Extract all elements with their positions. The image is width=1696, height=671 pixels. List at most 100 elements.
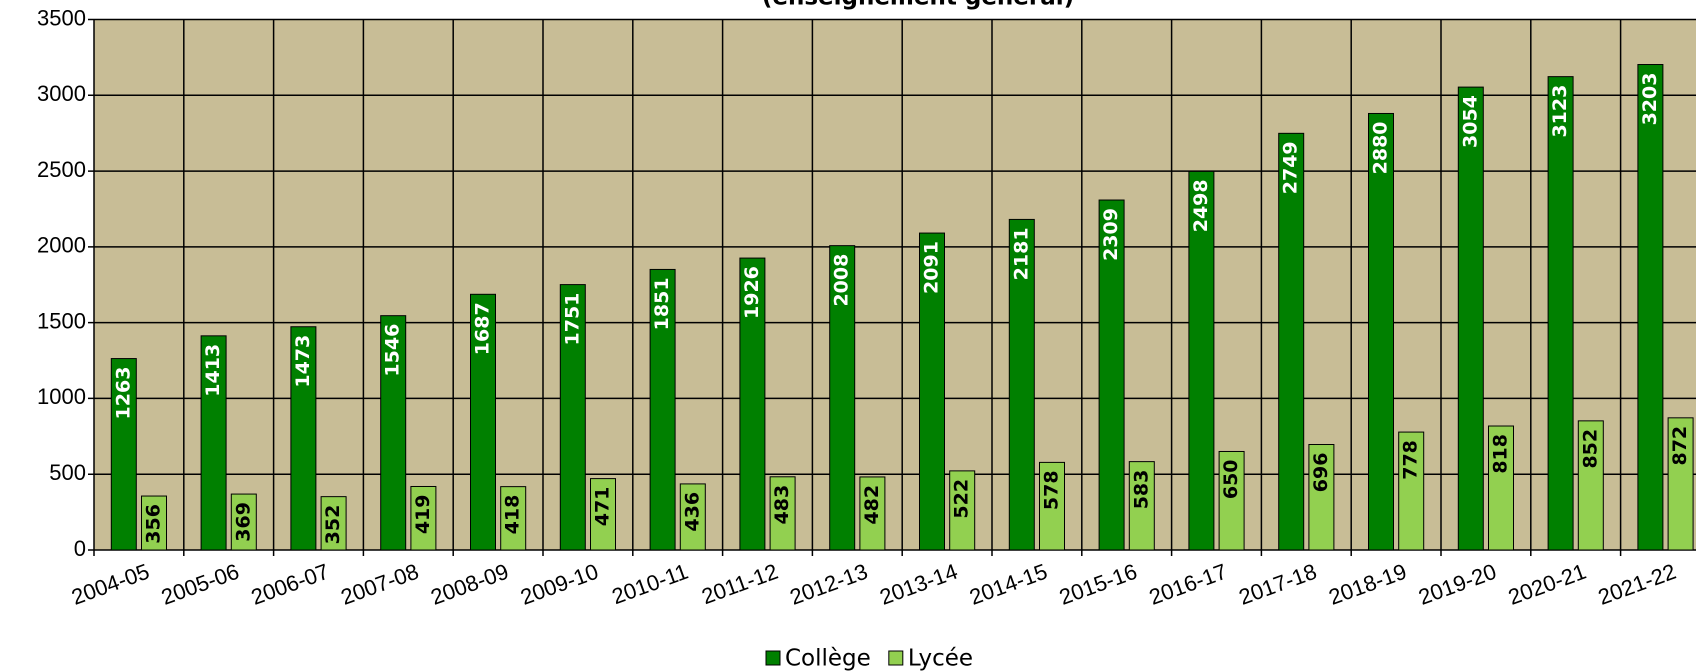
bar bbox=[829, 245, 856, 551]
value-label: 1413 bbox=[202, 344, 224, 397]
bar bbox=[649, 268, 676, 551]
bar bbox=[679, 483, 706, 551]
value-label: 369 bbox=[232, 502, 254, 542]
value-label: 2498 bbox=[1190, 179, 1212, 232]
bar bbox=[769, 476, 796, 551]
value-label: 419 bbox=[412, 494, 434, 534]
bar bbox=[1577, 420, 1604, 551]
x-tick-label: 2015-16 bbox=[1056, 559, 1140, 610]
x-tick-label: 2020-21 bbox=[1505, 559, 1589, 610]
x-tick-label: 2006-07 bbox=[248, 559, 332, 610]
bar bbox=[470, 293, 496, 551]
x-tick-label: 2012-13 bbox=[787, 559, 871, 610]
value-label: 483 bbox=[771, 485, 793, 525]
value-label: 1751 bbox=[561, 293, 583, 346]
bar bbox=[230, 493, 257, 551]
bar bbox=[110, 358, 137, 551]
bar bbox=[141, 495, 167, 551]
value-label: 2309 bbox=[1100, 208, 1122, 261]
value-label: 3123 bbox=[1549, 85, 1571, 138]
value-label: 356 bbox=[143, 504, 165, 544]
bar bbox=[1667, 417, 1694, 551]
bar bbox=[1278, 132, 1305, 551]
value-label: 1546 bbox=[382, 324, 404, 377]
bar bbox=[1128, 461, 1155, 551]
chart-title: (enseignement général) bbox=[762, 0, 1074, 11]
bar bbox=[200, 335, 227, 551]
y-tick-label: 500 bbox=[49, 460, 86, 485]
value-label: 482 bbox=[861, 485, 883, 525]
bar bbox=[949, 470, 976, 551]
value-label: 3054 bbox=[1459, 95, 1481, 148]
bar bbox=[410, 485, 437, 551]
x-tick-label: 2008-09 bbox=[427, 559, 511, 610]
value-label: 3203 bbox=[1639, 73, 1661, 126]
bar bbox=[290, 326, 317, 551]
plot-background bbox=[94, 19, 1696, 550]
value-label: 2749 bbox=[1280, 141, 1302, 194]
bar bbox=[590, 478, 616, 551]
bar bbox=[1457, 86, 1484, 551]
value-label: 852 bbox=[1579, 429, 1601, 469]
x-tick-label: 2019-20 bbox=[1415, 559, 1499, 610]
y-tick-label: 1000 bbox=[37, 384, 86, 409]
x-tick-label: 2013-14 bbox=[876, 559, 960, 610]
bar bbox=[919, 232, 945, 551]
x-tick-label: 2014-15 bbox=[966, 559, 1050, 610]
y-tick-label: 3500 bbox=[37, 5, 86, 30]
bar bbox=[559, 284, 586, 551]
value-label: 872 bbox=[1669, 426, 1691, 466]
value-label: 418 bbox=[502, 495, 524, 535]
x-tick-label: 2007-08 bbox=[338, 559, 422, 610]
legend-swatch bbox=[888, 650, 904, 666]
value-label: 1263 bbox=[112, 367, 134, 420]
bar bbox=[1398, 431, 1425, 551]
bar bbox=[1008, 218, 1035, 551]
y-tick-label: 3000 bbox=[37, 81, 86, 106]
value-label: 2181 bbox=[1010, 227, 1032, 280]
bar bbox=[1547, 76, 1574, 551]
bar bbox=[859, 476, 886, 551]
y-tick-label: 0 bbox=[74, 536, 86, 561]
bar bbox=[1188, 170, 1215, 551]
bar bbox=[1637, 64, 1664, 551]
y-tick-label: 2000 bbox=[37, 233, 86, 258]
y-tick-label: 1500 bbox=[37, 308, 86, 333]
x-tick-label: 2004-05 bbox=[68, 559, 152, 610]
legend-label: Collège bbox=[785, 646, 871, 671]
value-label: 1926 bbox=[741, 266, 763, 319]
legend-label: Lycée bbox=[908, 646, 973, 671]
value-label: 352 bbox=[322, 505, 344, 545]
value-label: 1851 bbox=[651, 277, 673, 330]
x-tick-label: 2010-11 bbox=[609, 559, 692, 610]
bar bbox=[1308, 444, 1335, 551]
x-tick-label: 2021-22 bbox=[1595, 559, 1679, 610]
x-tick-label: 2016-17 bbox=[1146, 559, 1230, 610]
value-label: 818 bbox=[1490, 434, 1512, 474]
x-tick-label: 2011-12 bbox=[698, 559, 781, 610]
value-label: 471 bbox=[592, 487, 614, 527]
bar bbox=[1218, 450, 1245, 551]
y-tick-label: 2500 bbox=[37, 157, 86, 182]
x-tick-label: 2018-19 bbox=[1325, 559, 1409, 610]
bar bbox=[1488, 425, 1514, 551]
value-label: 583 bbox=[1130, 470, 1152, 510]
value-label: 778 bbox=[1400, 440, 1422, 480]
bar bbox=[1039, 461, 1065, 551]
value-label: 2008 bbox=[831, 254, 853, 307]
bar bbox=[1368, 112, 1394, 551]
legend-swatch bbox=[765, 650, 781, 666]
x-tick-label: 2017-18 bbox=[1236, 559, 1320, 610]
value-label: 578 bbox=[1041, 470, 1063, 510]
bar bbox=[320, 496, 347, 551]
bar bbox=[380, 315, 407, 551]
bar bbox=[1098, 199, 1125, 551]
value-label: 2091 bbox=[921, 241, 943, 294]
value-label: 696 bbox=[1310, 453, 1332, 493]
bar bbox=[739, 257, 766, 551]
x-tick-label: 2005-06 bbox=[158, 559, 242, 610]
x-tick-label: 2009-10 bbox=[517, 559, 601, 610]
value-label: 1473 bbox=[292, 335, 314, 388]
value-label: 2880 bbox=[1370, 121, 1392, 174]
